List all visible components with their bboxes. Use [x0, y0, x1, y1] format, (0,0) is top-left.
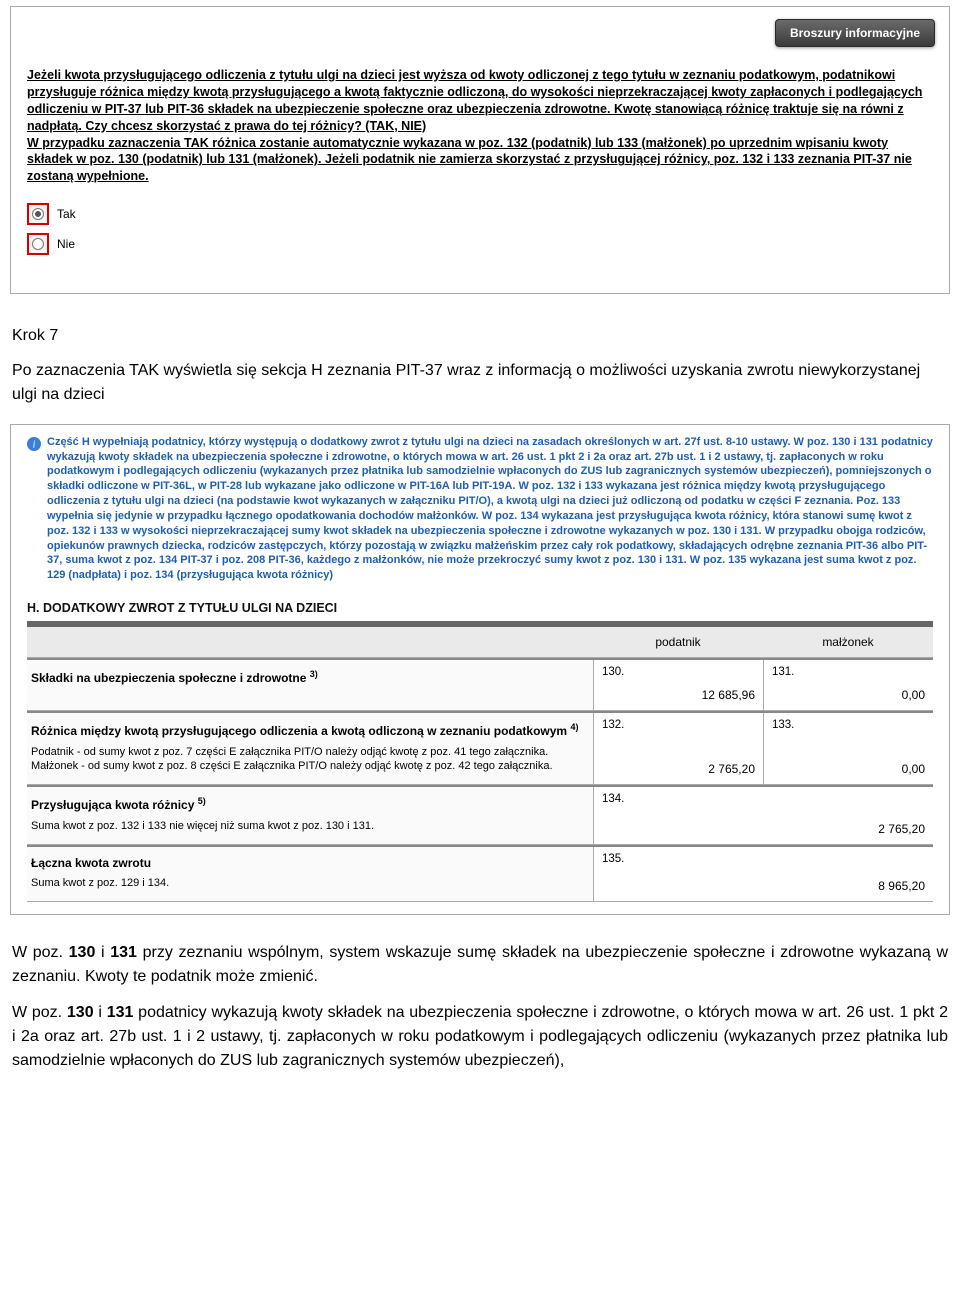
row-label: Łączna kwota zwrotu — [31, 856, 151, 870]
section-h-panel: i Część H wypełniają podatnicy, którzy w… — [10, 424, 950, 915]
radio-nie-label: Nie — [57, 237, 75, 251]
t: W poz. — [12, 1004, 67, 1021]
form-table: podatnik małżonek Składki na ubezpieczen… — [27, 627, 933, 902]
table-row: Przysługująca kwota różnicy 5) Suma kwot… — [27, 785, 933, 844]
info-icon: i — [27, 437, 47, 453]
top-question-panel: Broszury informacyjne Jeżeli kwota przys… — [10, 6, 950, 294]
radio-tak-label: Tak — [57, 207, 76, 221]
bottom-block: W poz. 130 i 131 przy zeznaniu wspólnym,… — [12, 941, 948, 1073]
radio-nie-row[interactable]: Nie — [27, 233, 933, 255]
t: podatnicy wykazują kwoty składek na ubez… — [12, 1004, 948, 1069]
bottom-para-1: W poz. 130 i 131 przy zeznaniu wspólnym,… — [12, 941, 948, 989]
step-desc: Po zaznaczenia TAK wyświetla się sekcja … — [12, 359, 948, 405]
pos-number: 135. — [602, 853, 925, 865]
pos-value: 12 685,96 — [602, 688, 755, 702]
pos-value: 2 765,20 — [602, 762, 755, 776]
row-label: Składki na ubezpieczenia społeczne i zdr… — [31, 671, 310, 685]
pos-number: 130. — [602, 666, 755, 678]
pos-value: 0,00 — [772, 762, 925, 776]
row-label: Przysługująca kwota różnicy — [31, 798, 198, 812]
pos-value: 8 965,20 — [602, 879, 925, 893]
head-malzonek: małżonek — [763, 627, 933, 657]
row-sub: Suma kwot z poz. 132 i 133 nie więcej ni… — [31, 819, 583, 834]
row-sub: Podatnik - od sumy kwot z poz. 7 części … — [31, 745, 583, 775]
pos-value: 2 765,20 — [602, 822, 925, 836]
row-sup: 3) — [310, 669, 318, 679]
radio-group: Tak Nie — [27, 203, 933, 255]
t: i — [94, 1004, 107, 1021]
t: 131 — [110, 944, 137, 961]
radio-tak-box[interactable] — [27, 203, 49, 225]
t: 130 — [69, 944, 96, 961]
pos-number: 132. — [602, 719, 755, 731]
t: i — [95, 944, 110, 961]
bottom-para-2: W poz. 130 i 131 podatnicy wykazują kwot… — [12, 1001, 948, 1073]
head-podatnik: podatnik — [593, 627, 763, 657]
pos-number: 134. — [602, 793, 925, 805]
table-head: podatnik małżonek — [27, 627, 933, 658]
radio-empty-icon — [32, 238, 44, 250]
info-text: Część H wypełniają podatnicy, którzy wys… — [47, 435, 933, 583]
pos-number: 133. — [772, 719, 925, 731]
pos-number: 131. — [772, 666, 925, 678]
section-h-title: H. DODATKOWY ZWROT Z TYTUŁU ULGI NA DZIE… — [11, 593, 949, 621]
radio-tak-row[interactable]: Tak — [27, 203, 933, 225]
t: przy zeznaniu wspólnym, system wskazuje … — [12, 944, 948, 985]
row-sup: 5) — [198, 796, 206, 806]
row-sub: Suma kwot z poz. 129 i 134. — [31, 876, 583, 891]
step-title: Krok 7 — [12, 324, 948, 347]
t: W poz. — [12, 944, 69, 961]
table-row: Składki na ubezpieczenia społeczne i zdr… — [27, 658, 933, 711]
question-text: Jeżeli kwota przysługującego odliczenia … — [27, 67, 933, 185]
pos-value: 0,00 — [772, 688, 925, 702]
radio-filled-icon — [32, 208, 44, 220]
info-row: i Część H wypełniają podatnicy, którzy w… — [11, 435, 949, 593]
table-row: Różnica między kwotą przysługującego odl… — [27, 711, 933, 785]
broszury-button[interactable]: Broszury informacyjne — [775, 19, 935, 47]
row-label: Różnica między kwotą przysługującego odl… — [31, 724, 570, 738]
row-sup: 4) — [570, 722, 578, 732]
svg-text:i: i — [33, 439, 36, 450]
table-row: Łączna kwota zwrotu Suma kwot z poz. 129… — [27, 845, 933, 902]
radio-nie-box[interactable] — [27, 233, 49, 255]
t: 130 — [67, 1004, 94, 1021]
t: 131 — [107, 1004, 134, 1021]
step-block: Krok 7 Po zaznaczenia TAK wyświetla się … — [12, 324, 948, 406]
